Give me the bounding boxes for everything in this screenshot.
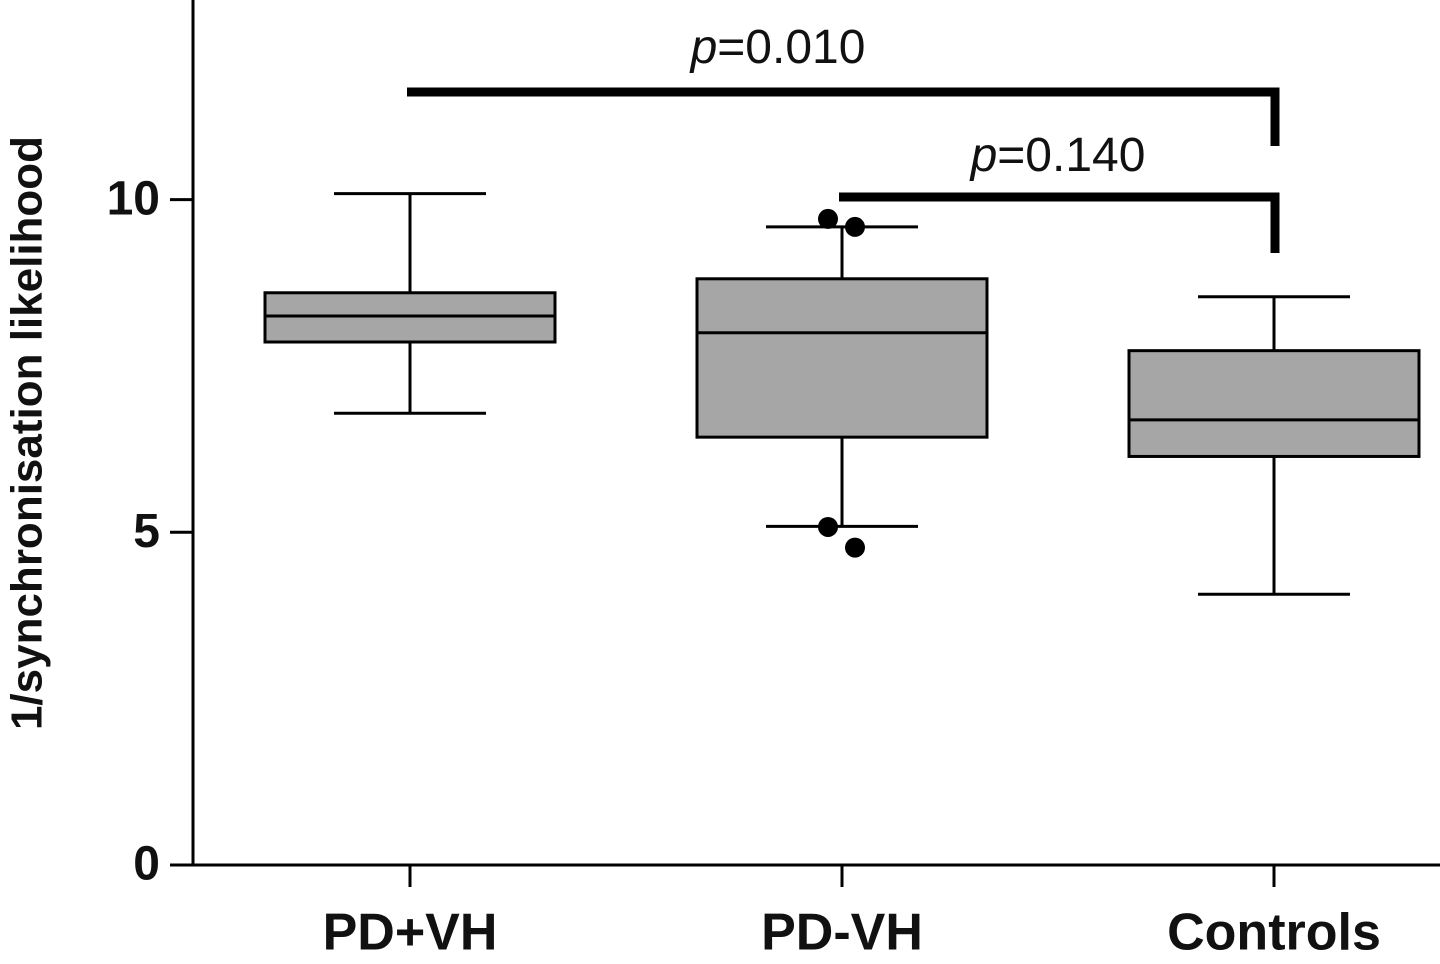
annotation: p=0.010 bbox=[689, 21, 866, 74]
box bbox=[1127, 349, 1421, 458]
outlier bbox=[818, 208, 838, 229]
bracket bbox=[839, 192, 1280, 253]
outlier bbox=[845, 216, 865, 237]
annotation: p=0.140 bbox=[969, 129, 1146, 182]
y-tick-label: 5 bbox=[133, 505, 160, 558]
x-tick-label: PD-VH bbox=[761, 904, 923, 962]
y-tick-label: 10 bbox=[107, 172, 160, 225]
outlier bbox=[818, 516, 838, 537]
outlier bbox=[845, 537, 865, 558]
y-tick-label: 0 bbox=[133, 838, 160, 891]
x-tick-label: PD+VH bbox=[323, 904, 498, 962]
x-tick-label: Controls bbox=[1167, 904, 1381, 962]
bracket bbox=[407, 87, 1280, 146]
box bbox=[695, 277, 989, 439]
y-axis-title: 1/synchronisation likelihood bbox=[3, 136, 52, 730]
